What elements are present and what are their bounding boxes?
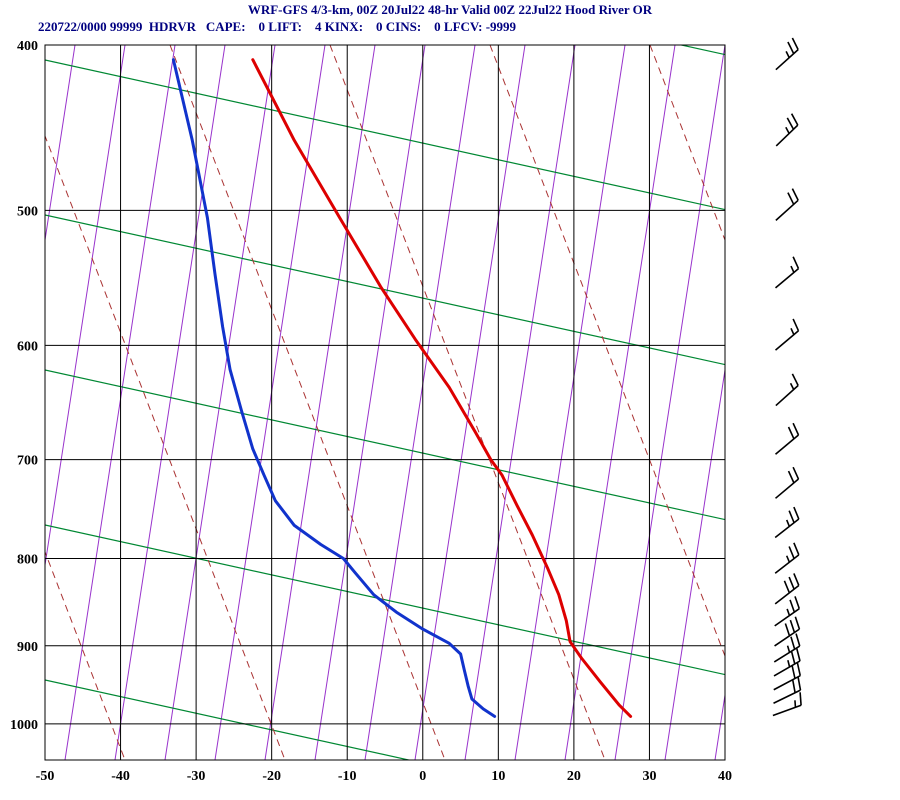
temperature-tick-label: 0 xyxy=(419,769,426,784)
wind-barb xyxy=(774,573,800,605)
plot-border xyxy=(44,44,726,761)
temperature-tick-label: -10 xyxy=(338,769,357,784)
temperature-tick-label: -30 xyxy=(187,769,206,784)
temperature-tick-label: 10 xyxy=(491,769,505,784)
isotherm-line xyxy=(514,45,626,760)
temperature-tick-label: -20 xyxy=(262,769,281,784)
plot-grid xyxy=(44,44,726,761)
wind-barb xyxy=(774,256,800,289)
wind-barb xyxy=(775,113,799,147)
wind-barb xyxy=(774,466,800,499)
isotherm-line xyxy=(815,45,900,760)
axis-labels: 400 500 600 700 800 900 1000 -50 -40 -30 -20 -10 0 10… xyxy=(10,39,732,784)
isotherm-line xyxy=(314,45,426,760)
adiabat-line xyxy=(45,214,725,366)
isotherm-line xyxy=(164,45,276,760)
pressure-tick-label: 800 xyxy=(17,553,38,568)
mixing-ratio-line xyxy=(45,550,126,760)
wind-barb xyxy=(773,648,801,677)
pressure-tick-label: 400 xyxy=(17,39,38,54)
isotherm-line xyxy=(414,45,526,760)
temperature-tick-label: -50 xyxy=(36,769,55,784)
isotherm-line xyxy=(45,45,76,244)
adiabat-line xyxy=(678,45,725,56)
wind-barb xyxy=(775,188,799,221)
wind-barb xyxy=(773,677,802,704)
wind-barb xyxy=(774,422,800,455)
isotherm-line xyxy=(564,45,676,760)
isotherm-line xyxy=(714,691,725,760)
chart-title: WRF-GFS 4/3-km, 00Z 20Jul22 48-hr Valid … xyxy=(247,2,653,17)
isotherm-line xyxy=(614,45,725,760)
isotherm-line xyxy=(45,45,126,569)
isotherm-line xyxy=(765,45,875,760)
isotherm-line xyxy=(364,45,476,760)
isotherm-line xyxy=(64,45,176,760)
mixing-ratio-line xyxy=(329,45,606,760)
wind-barb xyxy=(772,692,802,717)
wind-barb xyxy=(774,616,801,647)
adiabat-line xyxy=(45,369,725,521)
temperature-trace xyxy=(251,58,633,718)
temperature-tick-label: 20 xyxy=(567,769,581,784)
wind-barb xyxy=(774,596,801,627)
temperature-tick-label: 30 xyxy=(642,769,656,784)
adiabat-line xyxy=(45,679,412,760)
isotherm-line xyxy=(664,366,725,760)
wind-barb xyxy=(774,506,800,539)
mixing-ratio-line xyxy=(810,45,900,760)
mixing-ratio-line xyxy=(45,134,286,760)
adiabat-line xyxy=(45,524,725,676)
isotherm-line xyxy=(214,45,326,760)
wind-barb xyxy=(774,542,800,574)
pressure-tick-label: 700 xyxy=(17,454,38,469)
pressure-tick-label: 500 xyxy=(17,204,38,219)
adiabat-line xyxy=(45,59,725,211)
wind-barb xyxy=(775,373,799,407)
wind-barb xyxy=(774,318,800,351)
dewpoint-trace xyxy=(171,58,497,718)
mixing-ratio-line xyxy=(169,45,446,760)
mixing-ratio-line xyxy=(489,45,725,658)
isotherm-line xyxy=(114,45,226,760)
wind-barb xyxy=(773,662,802,691)
pressure-tick-label: 900 xyxy=(17,640,38,655)
mixing-ratio-line xyxy=(649,45,725,242)
wind-barb xyxy=(775,37,799,71)
wind-barb xyxy=(773,633,801,663)
isotherm-line xyxy=(264,45,376,760)
chart-stats-line: 220722/0000 99999 HDRVR CAPE: 0 LIFT: 4 … xyxy=(38,19,517,34)
temperature-tick-label: -40 xyxy=(111,769,130,784)
isotherm-line xyxy=(464,45,576,760)
pressure-tick-label: 600 xyxy=(17,339,38,354)
pressure-tick-label: 1000 xyxy=(10,718,38,733)
temperature-tick-label: 40 xyxy=(718,769,732,784)
isotherm-line xyxy=(865,45,900,760)
